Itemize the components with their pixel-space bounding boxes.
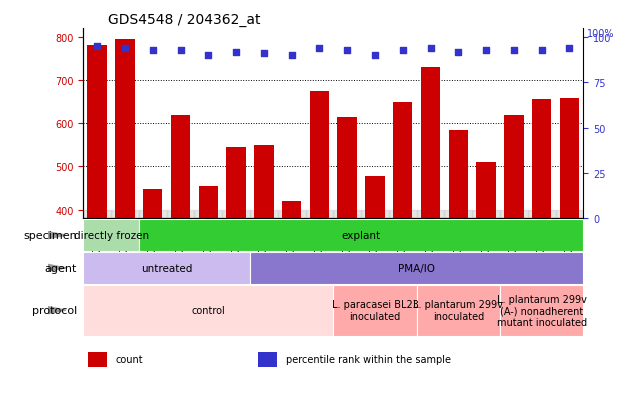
Bar xyxy=(417,285,500,336)
Text: percentile rank within the sample: percentile rank within the sample xyxy=(286,355,451,365)
Point xyxy=(564,45,574,52)
Bar xyxy=(338,117,357,383)
Bar xyxy=(250,210,278,219)
Bar xyxy=(222,210,250,219)
Bar xyxy=(194,210,222,219)
Bar xyxy=(83,210,111,219)
Text: protocol: protocol xyxy=(31,306,77,316)
Point xyxy=(120,45,130,52)
Point xyxy=(537,47,547,54)
Bar xyxy=(171,115,190,383)
Bar xyxy=(226,147,246,383)
Bar xyxy=(83,220,139,252)
Text: specimen: specimen xyxy=(23,230,77,241)
Text: directly frozen: directly frozen xyxy=(74,230,149,241)
Text: agent: agent xyxy=(44,263,77,273)
Bar xyxy=(532,100,551,383)
Bar xyxy=(199,187,218,383)
Bar xyxy=(365,177,385,383)
Text: explant: explant xyxy=(342,230,381,241)
Bar xyxy=(250,252,583,284)
Bar xyxy=(167,210,194,219)
Point xyxy=(203,53,213,59)
Point xyxy=(370,53,380,59)
Bar xyxy=(560,99,579,383)
Point xyxy=(509,47,519,54)
Bar xyxy=(254,145,274,383)
Text: count: count xyxy=(116,355,144,365)
Bar xyxy=(417,210,444,219)
Bar xyxy=(282,202,301,383)
Bar xyxy=(389,210,417,219)
Bar xyxy=(333,285,417,336)
Bar xyxy=(139,210,167,219)
Text: L. paracasei BL23
inoculated: L. paracasei BL23 inoculated xyxy=(331,300,419,321)
Point xyxy=(314,45,324,52)
Point xyxy=(342,47,353,54)
Bar xyxy=(139,220,583,252)
Text: control: control xyxy=(192,306,225,316)
Bar xyxy=(83,285,333,336)
Bar xyxy=(306,210,333,219)
Point xyxy=(426,45,436,52)
Point xyxy=(147,47,158,54)
Polygon shape xyxy=(48,232,66,239)
Point xyxy=(481,47,491,54)
Text: L. plantarum 299v
(A-) nonadherent
mutant inoculated: L. plantarum 299v (A-) nonadherent mutan… xyxy=(497,294,587,327)
Bar xyxy=(88,353,107,367)
Point xyxy=(176,47,186,54)
Bar xyxy=(143,190,163,383)
Bar xyxy=(83,252,250,284)
Text: L. plantarum 299v
inoculated: L. plantarum 299v inoculated xyxy=(413,300,503,321)
Bar xyxy=(333,210,361,219)
Point xyxy=(453,49,463,56)
Bar xyxy=(421,68,440,383)
Text: 100%: 100% xyxy=(587,29,614,39)
Text: PMA/IO: PMA/IO xyxy=(398,263,435,273)
Bar xyxy=(528,210,556,219)
Polygon shape xyxy=(48,307,66,314)
Point xyxy=(259,51,269,57)
Text: untreated: untreated xyxy=(141,263,192,273)
Polygon shape xyxy=(48,265,66,272)
Point xyxy=(92,44,103,50)
Bar xyxy=(361,210,389,219)
Text: GDS4548 / 204362_at: GDS4548 / 204362_at xyxy=(108,12,261,26)
Point xyxy=(287,53,297,59)
Bar xyxy=(87,46,107,383)
Bar xyxy=(449,131,468,383)
Bar xyxy=(504,115,524,383)
Bar xyxy=(111,210,139,219)
Bar xyxy=(278,210,306,219)
Bar xyxy=(500,210,528,219)
Bar xyxy=(556,210,583,219)
Bar xyxy=(258,353,278,367)
Bar xyxy=(115,40,135,383)
Point xyxy=(397,47,408,54)
Bar xyxy=(500,285,583,336)
Point xyxy=(231,49,241,56)
Bar xyxy=(310,92,329,383)
Bar xyxy=(472,210,500,219)
Bar xyxy=(444,210,472,219)
Bar xyxy=(393,102,413,383)
Bar xyxy=(476,163,496,383)
